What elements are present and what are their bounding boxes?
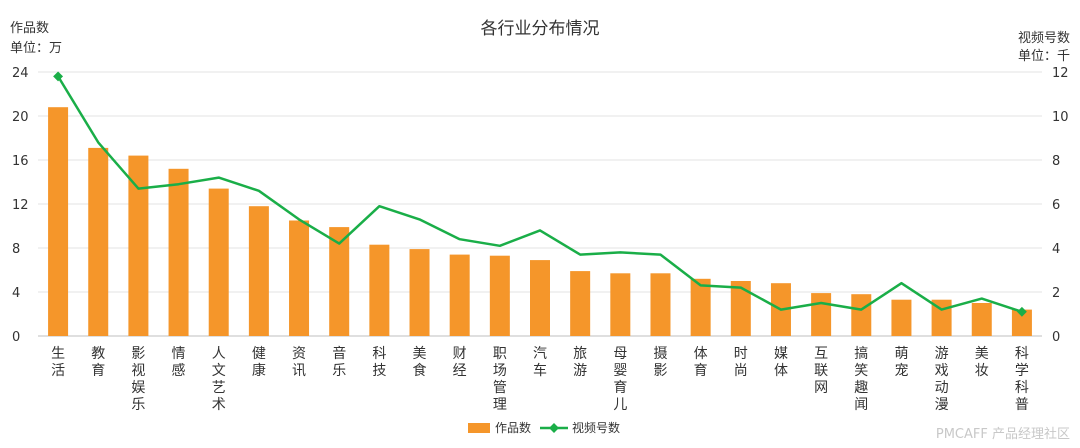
y-left-tick: 16 bbox=[12, 154, 29, 169]
bar bbox=[891, 299, 912, 336]
x-tick-label: 互联网 bbox=[814, 346, 828, 396]
y-right-tick: 10 bbox=[1052, 110, 1069, 125]
bar bbox=[730, 281, 751, 336]
bar bbox=[690, 278, 711, 336]
bar bbox=[409, 249, 430, 336]
x-tick-label: 母婴育儿 bbox=[613, 346, 627, 413]
bar bbox=[208, 188, 229, 336]
bar bbox=[570, 271, 591, 336]
y-right-tick: 8 bbox=[1052, 154, 1060, 169]
bar bbox=[88, 147, 109, 336]
x-tick-label: 搞笑趣闻 bbox=[854, 346, 868, 413]
x-tick-label: 音乐 bbox=[332, 345, 346, 379]
x-tick-label: 游戏动漫 bbox=[935, 346, 949, 413]
y-left-label-2: 单位：万 bbox=[10, 41, 62, 56]
bar bbox=[811, 293, 832, 336]
bar bbox=[851, 294, 872, 336]
bar bbox=[449, 254, 470, 336]
bar bbox=[168, 168, 189, 336]
bar bbox=[971, 303, 992, 336]
y-right-tick: 0 bbox=[1052, 330, 1060, 345]
y-left-tick: 4 bbox=[12, 286, 20, 301]
x-tick-label: 生活 bbox=[51, 346, 65, 379]
y-left-label-1: 作品数 bbox=[10, 21, 49, 36]
bar bbox=[128, 155, 149, 336]
bar bbox=[1011, 309, 1032, 336]
x-tick-label: 财经 bbox=[453, 346, 467, 379]
y-left-tick: 8 bbox=[12, 242, 20, 257]
bar bbox=[489, 255, 510, 336]
bar-series bbox=[48, 107, 1032, 336]
gridlines bbox=[38, 71, 1042, 337]
legend-bar-swatch bbox=[468, 423, 490, 433]
bar bbox=[610, 273, 631, 336]
legend: 作品数 视频号数 bbox=[468, 420, 620, 435]
chart-title: 各行业分布情况 bbox=[481, 19, 600, 39]
y-right-axis: 0 2 4 6 8 10 12 bbox=[1052, 66, 1069, 345]
x-tick-label: 教育 bbox=[91, 346, 105, 379]
watermark-text: PMCAFF 产品经理社区 bbox=[935, 427, 1070, 442]
x-tick-label: 影视娱乐 bbox=[131, 346, 145, 413]
x-tick-label: 科技 bbox=[372, 346, 386, 379]
legend-line-marker bbox=[549, 423, 559, 433]
legend-line-label: 视频号数 bbox=[572, 420, 620, 435]
y-left-tick: 24 bbox=[12, 66, 29, 81]
bar bbox=[48, 107, 69, 336]
x-tick-label: 萌宠 bbox=[894, 346, 908, 379]
x-tick-label: 媒体 bbox=[774, 346, 788, 379]
x-tick-label: 科学科普 bbox=[1015, 346, 1029, 413]
x-tick-label: 职场管理 bbox=[493, 346, 507, 413]
y-right-tick: 12 bbox=[1052, 66, 1069, 81]
y-left-tick: 20 bbox=[12, 110, 29, 125]
bar bbox=[289, 220, 310, 336]
y-left-tick: 12 bbox=[12, 198, 29, 213]
y-right-tick: 4 bbox=[1052, 242, 1060, 257]
x-tick-label: 时尚 bbox=[734, 346, 748, 379]
line-series bbox=[53, 71, 1027, 317]
y-right-tick: 2 bbox=[1052, 286, 1060, 301]
x-tick-label: 美食 bbox=[413, 346, 427, 379]
bar bbox=[530, 260, 550, 336]
x-tick-label: 健康 bbox=[252, 346, 266, 379]
y-left-tick: 0 bbox=[12, 330, 20, 345]
y-left-axis: 0 4 8 12 16 20 24 bbox=[12, 66, 29, 345]
x-tick-label: 美妆 bbox=[975, 346, 989, 379]
legend-bar-label: 作品数 bbox=[495, 420, 531, 435]
bar bbox=[650, 273, 671, 336]
bar bbox=[248, 206, 269, 336]
y-right-label-2: 单位：千 bbox=[1018, 49, 1070, 64]
bar bbox=[329, 227, 350, 336]
x-tick-label: 摄影 bbox=[653, 346, 667, 379]
line-path bbox=[57, 75, 1023, 313]
bar bbox=[369, 244, 390, 336]
x-tick-label: 体育 bbox=[694, 346, 708, 379]
x-tick-label: 情感 bbox=[172, 346, 186, 379]
line-marker bbox=[53, 71, 64, 82]
y-right-label-1: 视频号数 bbox=[1018, 31, 1070, 46]
x-tick-label: 汽车 bbox=[533, 346, 547, 379]
y-right-tick: 6 bbox=[1052, 198, 1060, 213]
x-tick-label: 资讯 bbox=[292, 346, 306, 379]
x-tick-label: 人文艺术 bbox=[212, 346, 226, 413]
x-tick-label: 旅游 bbox=[573, 346, 587, 379]
